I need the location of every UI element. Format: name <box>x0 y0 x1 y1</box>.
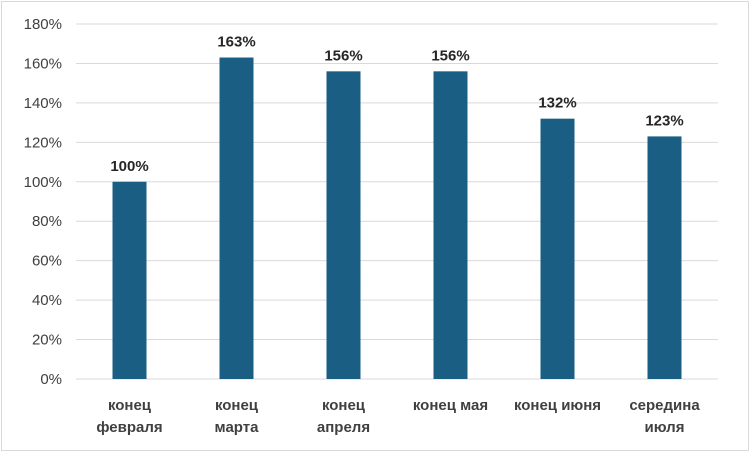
data-label: 123% <box>645 112 683 129</box>
x-category-label-line: конец <box>322 397 366 414</box>
x-category-label-line: конец июня <box>514 397 601 414</box>
x-category-label-line: конец <box>215 397 259 414</box>
data-labels: 100% 163% 156% 156% 132% 123% <box>110 34 683 175</box>
y-tick-label: 160% <box>24 55 62 72</box>
x-category-label-line: середина <box>629 397 700 414</box>
bars <box>112 57 682 380</box>
y-tick-label: 140% <box>24 95 62 112</box>
gridlines <box>76 23 718 380</box>
y-axis-ticks: 0% 20% 40% 60% 80% 100% 120% 140% 160% 180% <box>24 16 62 388</box>
x-category-label: середина июля <box>629 397 700 436</box>
bar <box>433 71 468 379</box>
data-label: 163% <box>217 34 255 51</box>
x-category-label: конец мая <box>413 397 488 414</box>
x-category-label: конец февраля <box>96 397 162 436</box>
x-category-label: конец июня <box>514 397 601 414</box>
data-label: 132% <box>538 95 576 112</box>
x-category-label: конец апреля <box>317 397 370 436</box>
data-label: 156% <box>431 47 469 64</box>
x-category-label-line: июля <box>645 419 685 436</box>
bar <box>219 57 254 380</box>
x-category-label: конец марта <box>215 397 260 436</box>
bar <box>540 118 575 380</box>
y-tick-label: 180% <box>24 16 62 33</box>
bar <box>112 181 147 379</box>
x-axis-categories: конец февраля конец марта конец апреля конец м… <box>96 397 700 436</box>
y-tick-label: 20% <box>32 332 62 349</box>
x-category-label-line: конец мая <box>413 397 488 414</box>
y-tick-label: 120% <box>24 134 62 151</box>
data-label: 156% <box>324 47 362 64</box>
x-category-label-line: февраля <box>96 419 162 436</box>
y-tick-label: 60% <box>32 253 62 270</box>
bar <box>647 136 682 379</box>
x-category-label-line: конец <box>108 397 152 414</box>
y-tick-label: 100% <box>24 174 62 191</box>
y-tick-label: 80% <box>32 213 62 230</box>
bar <box>326 71 361 379</box>
x-category-label-line: апреля <box>317 419 370 436</box>
y-tick-label: 40% <box>32 292 62 309</box>
y-tick-label: 0% <box>40 371 62 388</box>
data-label: 100% <box>110 158 148 175</box>
x-category-label-line: марта <box>215 419 260 436</box>
